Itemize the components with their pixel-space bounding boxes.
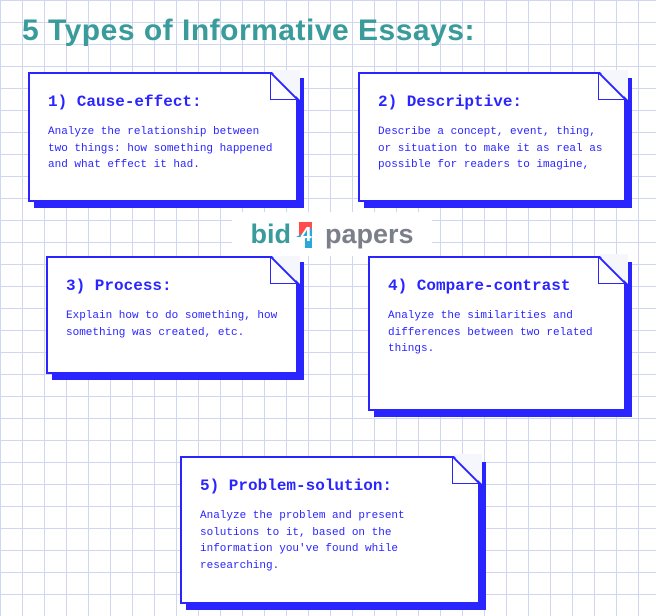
- page-fold-icon: [270, 256, 298, 284]
- cards-container: 1) Cause-effect: Analyze the relationshi…: [0, 56, 656, 616]
- card-heading: 3) Process:: [66, 276, 278, 296]
- card-heading: 2) Descriptive:: [378, 92, 606, 112]
- page-fold-icon: [452, 456, 480, 484]
- card-body: Explain how to do something, how somethi…: [66, 308, 278, 341]
- card-problem-solution: 5) Problem-solution: Analyze the problem…: [180, 456, 480, 604]
- card-heading: 1) Cause-effect:: [48, 92, 278, 112]
- card-heading: 4) Compare-contrast: [388, 276, 606, 296]
- card-front: 3) Process: Explain how to do something,…: [46, 256, 298, 374]
- brand-logo: bid 4 papers: [232, 212, 432, 256]
- logo-text-bid: bid: [250, 219, 291, 250]
- card-compare-contrast: 4) Compare-contrast Analyze the similari…: [368, 256, 626, 411]
- card-body: Describe a concept, event, thing, or sit…: [378, 124, 606, 174]
- svg-text:4: 4: [300, 224, 312, 246]
- page-fold-icon: [270, 72, 298, 100]
- card-cause-effect: 1) Cause-effect: Analyze the relationshi…: [28, 72, 298, 202]
- page-fold-icon: [598, 256, 626, 284]
- card-descriptive: 2) Descriptive: Describe a concept, even…: [358, 72, 626, 202]
- card-front: 4) Compare-contrast Analyze the similari…: [368, 256, 626, 411]
- page-title: 5 Types of Informative Essays:: [0, 0, 656, 56]
- card-front: 2) Descriptive: Describe a concept, even…: [358, 72, 626, 202]
- logo-text-papers: papers: [325, 219, 414, 250]
- card-body: Analyze the problem and present solution…: [200, 508, 460, 574]
- card-front: 1) Cause-effect: Analyze the relationshi…: [28, 72, 298, 202]
- page-fold-icon: [598, 72, 626, 100]
- logo-four-icon: 4: [293, 218, 323, 250]
- card-body: Analyze the similarities and differences…: [388, 308, 606, 358]
- card-process: 3) Process: Explain how to do something,…: [46, 256, 298, 374]
- card-front: 5) Problem-solution: Analyze the problem…: [180, 456, 480, 604]
- card-heading: 5) Problem-solution:: [200, 476, 460, 496]
- card-body: Analyze the relationship between two thi…: [48, 124, 278, 174]
